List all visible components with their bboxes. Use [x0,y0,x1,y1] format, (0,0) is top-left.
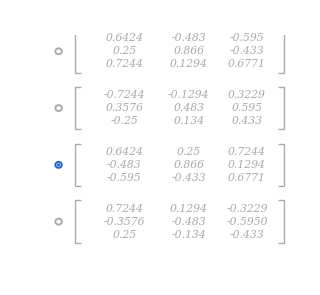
Text: 0.1294: 0.1294 [170,204,208,214]
Text: 0.1294: 0.1294 [170,59,208,69]
Text: 0.6424: 0.6424 [105,147,143,157]
Text: 0.25: 0.25 [112,230,136,240]
Text: 0.6771: 0.6771 [228,173,266,183]
Text: 0.3229: 0.3229 [228,90,266,100]
Text: 0.866: 0.866 [173,46,204,56]
Text: 0.483: 0.483 [173,103,204,113]
Text: 0.1294: 0.1294 [228,160,266,170]
Text: -0.1294: -0.1294 [168,90,210,100]
Text: 0.6771: 0.6771 [228,59,266,69]
Text: 0.6424: 0.6424 [105,33,143,43]
Text: -0.7244: -0.7244 [104,90,145,100]
Text: 0.433: 0.433 [232,116,263,126]
Text: -0.25: -0.25 [110,116,138,126]
Text: 0.3576: 0.3576 [105,103,143,113]
Circle shape [57,163,60,166]
Text: 0.595: 0.595 [232,103,263,113]
Text: -0.134: -0.134 [172,230,206,240]
Text: -0.483: -0.483 [172,217,206,227]
Text: -0.595: -0.595 [230,33,264,43]
Text: -0.483: -0.483 [107,160,142,170]
Text: -0.433: -0.433 [230,46,264,56]
Text: 0.7244: 0.7244 [105,204,143,214]
Text: 0.25: 0.25 [112,46,136,56]
Text: -0.5950: -0.5950 [226,217,268,227]
Text: -0.595: -0.595 [107,173,142,183]
Text: 0.7244: 0.7244 [105,59,143,69]
Text: -0.3229: -0.3229 [226,204,268,214]
Text: -0.483: -0.483 [172,33,206,43]
Text: 0.866: 0.866 [173,160,204,170]
Text: -0.433: -0.433 [230,230,264,240]
Text: -0.3576: -0.3576 [104,217,145,227]
Text: 0.134: 0.134 [173,116,204,126]
Text: 0.7244: 0.7244 [228,147,266,157]
Text: -0.433: -0.433 [172,173,206,183]
Text: 0.25: 0.25 [177,147,201,157]
